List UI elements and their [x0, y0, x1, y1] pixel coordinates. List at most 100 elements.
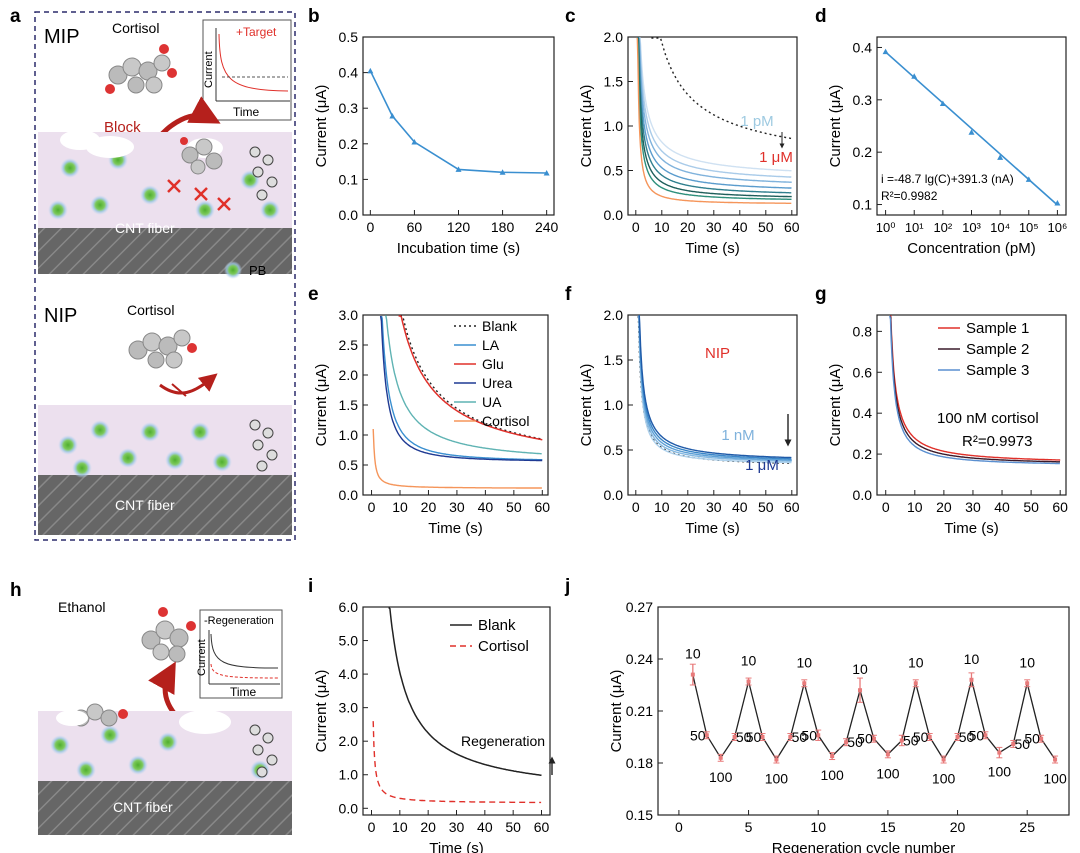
y-tick-label: 2.0	[339, 367, 359, 383]
polypyrrole-chain-regen-icon	[249, 724, 278, 778]
x-tick-label: 10⁶	[1048, 220, 1068, 235]
y-tick-label: 0.24	[626, 651, 653, 667]
inset-mip-ylabel: Current	[203, 51, 215, 88]
panel-label-h: h	[10, 580, 22, 601]
r-squared-label: R²=0.9982	[881, 189, 938, 203]
x-tick-label: 50	[758, 219, 774, 235]
series-line-blank	[388, 607, 542, 777]
x-tick-label: 10⁵	[1019, 220, 1039, 235]
y-tick-label: 0.4	[853, 39, 873, 55]
data-point	[455, 166, 462, 172]
x-tick-label: 20	[936, 499, 952, 515]
point-label: 50	[847, 734, 863, 750]
x-tick-label: 0	[368, 499, 376, 515]
point-label: 50	[903, 732, 919, 748]
legend-label: Cortisol	[478, 638, 529, 655]
charts-layer: 0 60 120 180 240 0.0 0.1 0.2 0.3 0.4 0.5 Incubation…	[313, 29, 1070, 853]
annotation-regeneration: Regeneration	[461, 733, 545, 749]
series-line-blank	[637, 315, 792, 464]
y-axis-label: Current (μA)	[827, 85, 844, 168]
polypyrrole-chain-icon	[249, 146, 278, 201]
data-point	[955, 735, 960, 739]
series-line	[636, 37, 792, 200]
x-tick-label: 15	[880, 819, 896, 835]
panel-a-dashed-frame	[34, 11, 296, 541]
y-tick-label: 0.0	[604, 487, 624, 503]
x-tick-label: 50	[506, 499, 522, 515]
point-label: 50	[969, 727, 985, 743]
x-axis-label: Regeneration cycle number	[772, 840, 955, 853]
annotation-top: 1 pM	[740, 113, 773, 130]
x-tick-label: 10	[810, 819, 826, 835]
inset-mip-xlabel: Time	[233, 105, 260, 119]
annotation-bottom: 1 μM	[745, 457, 779, 474]
nip-rejected-arrow-icon	[159, 373, 218, 395]
y-axis-label: Current (μA)	[827, 364, 844, 447]
data-point	[1025, 176, 1032, 182]
cortisol-molecule-icon	[105, 44, 177, 94]
nip-cnt-fiber	[38, 475, 292, 535]
y-tick-label: 1.0	[339, 767, 359, 783]
chart-b-frame	[362, 36, 555, 216]
point-label: 100	[988, 764, 1012, 780]
y-tick-label: 1.0	[604, 397, 624, 413]
series-line	[890, 315, 1061, 461]
data-point	[911, 73, 918, 79]
regen-cavity-blobs	[56, 710, 231, 734]
y-tick-label: 0.1	[339, 171, 359, 187]
r-squared-label: R²=0.9973	[962, 433, 1032, 450]
data-point	[871, 736, 876, 741]
series-line	[692, 674, 1056, 761]
x-tick-label: 50	[1023, 499, 1039, 515]
series-line	[369, 70, 547, 174]
x-tick-label: 60	[534, 819, 550, 835]
y-tick-label: 0.0	[604, 207, 624, 223]
y-axis-label: Current (μA)	[608, 670, 625, 753]
cortisol-molecule-nip-icon	[128, 329, 197, 369]
panel-label-d: d	[815, 6, 827, 27]
y-tick-label: 3.0	[339, 307, 359, 323]
series-line	[638, 37, 792, 183]
chart-b: 0 60 120 180 240 0.0 0.1 0.2 0.3 0.4 0.5 Incubation…	[313, 29, 559, 257]
mip-cnt-fiber	[38, 228, 292, 274]
legend-label: Blank	[478, 617, 516, 634]
point-label: 50	[1024, 731, 1040, 747]
legend-label: Sample 1	[966, 320, 1029, 337]
x-tick-label: 25	[1019, 819, 1035, 835]
legend-label: LA	[482, 337, 500, 353]
x-tick-label: 10¹	[905, 220, 924, 235]
point-label: 50	[690, 727, 706, 743]
point-label: 100	[820, 767, 844, 783]
x-tick-label: 30	[449, 819, 465, 835]
y-tick-label: 1.0	[339, 427, 359, 443]
chart-e: 0 10 20 30 40 50 60 0.0 0.5 1.0 1.5 2.0 2.5 3.0 Time (…	[313, 307, 550, 537]
inset-regen-label: -Regeneration	[204, 615, 274, 627]
series-line	[637, 315, 792, 462]
inset-mip-red-curve	[218, 33, 289, 92]
x-tick-label: 30	[706, 499, 722, 515]
point-label: 10	[964, 651, 980, 667]
x-tick-label: 120	[447, 219, 471, 235]
point-label: 50	[801, 727, 817, 743]
x-axis-label: Time (s)	[428, 520, 482, 537]
x-tick-label: 10	[907, 499, 923, 515]
data-point	[997, 154, 1004, 160]
x-tick-label: 10	[654, 499, 670, 515]
series-line	[638, 37, 792, 189]
x-tick-label: 50	[758, 499, 774, 515]
pb-legend-label: PB	[249, 263, 266, 278]
chart-f: 0 10 20 30 40 50 60 0.0 0.5 1.0 1.5 2.0 Time (s) Curr…	[578, 307, 800, 537]
data-point	[1053, 757, 1058, 762]
legend-label: Sample 2	[966, 341, 1029, 358]
point-label: 100	[765, 771, 789, 787]
legend-label: Urea	[482, 375, 513, 391]
chart-d: 10⁰ 10¹ 10² 10³ 10⁴ 10⁵ 10⁶ 0.1 0.2 0.3 0.4 Concent…	[827, 36, 1068, 257]
chart-g: 0 10 20 30 40 50 60 0.0 0.2 0.4 0.6 0.8 Time (s) Curr…	[827, 314, 1068, 537]
annotation-top: 1 nM	[721, 427, 754, 444]
y-tick-label: 0.0	[339, 207, 359, 223]
x-axis-label: Time (s)	[685, 520, 739, 537]
series-line	[889, 315, 1060, 465]
y-tick-label: 0.6	[853, 364, 873, 380]
x-tick-label: 40	[478, 499, 494, 515]
